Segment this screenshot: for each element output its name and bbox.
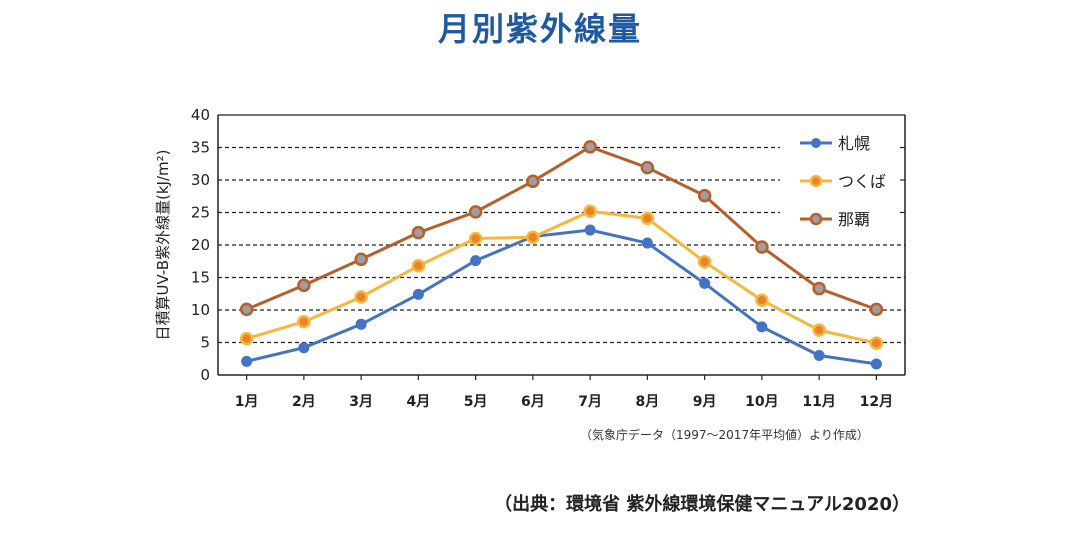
data-point: [468, 231, 483, 246]
series-group: [239, 140, 884, 370]
series-line-札幌: [246, 228, 877, 366]
x-tick-label: 9月: [693, 394, 717, 410]
y-axis-label: 日積算UV-B紫外線量(kJ/m²): [154, 149, 172, 340]
series-line-つくば: [246, 209, 877, 345]
data-point: [583, 204, 597, 218]
data-point: [297, 278, 311, 293]
page-title: 月別紫外線量: [437, 10, 642, 48]
x-tick-label: 2月: [292, 394, 316, 410]
data-point: [239, 331, 254, 346]
data-point: [699, 277, 711, 289]
x-tick-label: 10月: [745, 394, 778, 410]
legend-label: 札幌: [838, 134, 870, 153]
y-tick-label: 30: [191, 171, 210, 189]
data-point: [584, 224, 596, 236]
data-point: [697, 255, 712, 269]
legend-label: つくば: [838, 172, 886, 191]
y-tick-label: 40: [191, 106, 210, 124]
data-point: [355, 318, 367, 330]
y-tick-label: 25: [191, 204, 210, 222]
gridlines: [218, 114, 905, 344]
data-point: [239, 302, 254, 317]
legend-marker: [811, 138, 821, 148]
data-point: [697, 188, 712, 203]
data-point: [526, 174, 540, 189]
data-point: [354, 252, 368, 267]
data-point: [869, 336, 884, 350]
legend-marker: [809, 174, 823, 188]
data-point: [812, 281, 826, 296]
x-tick-label: 11月: [802, 394, 835, 410]
data-point: [640, 160, 655, 175]
data-point: [869, 302, 884, 317]
x-tick-label: 7月: [578, 394, 602, 410]
x-tick-label: 5月: [464, 394, 488, 410]
data-point: [468, 205, 483, 219]
data-point: [756, 321, 768, 333]
y-tick-label: 35: [191, 139, 210, 157]
y-tick-label: 20: [191, 236, 210, 254]
data-point: [755, 293, 769, 307]
source-citation: （出典：環境省 紫外線環境保健マニュアル2020）: [494, 494, 910, 515]
data-point: [526, 230, 540, 244]
data-point: [241, 355, 253, 367]
y-tick-label: 15: [191, 269, 210, 287]
axes: 0 5 10 15 20 25 30 35 40 1月 2月 3月 4月 5月 6月 7月 8月 9月 10月 11月…: [191, 106, 906, 410]
y-tick-label: 0: [200, 366, 210, 384]
data-note: （気象庁データ（1997～2017年平均値）より作成）: [580, 428, 869, 442]
x-tick-label: 3月: [349, 394, 373, 410]
x-tick-label: 12月: [860, 394, 893, 410]
data-point: [640, 211, 655, 226]
data-point: [583, 140, 597, 154]
y-tick-label: 10: [191, 301, 210, 319]
data-point: [470, 255, 482, 267]
data-point: [411, 225, 426, 240]
data-point: [412, 288, 424, 300]
legend-label: 那覇: [838, 210, 870, 229]
data-point: [298, 342, 310, 354]
data-point: [813, 350, 825, 361]
data-point: [411, 259, 426, 273]
legend-marker: [809, 212, 823, 226]
data-point: [297, 314, 311, 329]
data-point: [870, 358, 882, 370]
x-tick-label: 8月: [636, 394, 660, 410]
data-point: [354, 290, 368, 304]
y-tick-label: 5: [200, 334, 210, 352]
x-tick-label: 6月: [521, 394, 545, 410]
x-tick-label: 1月: [235, 394, 259, 410]
series-line-那覇: [246, 145, 877, 311]
data-point: [812, 323, 826, 337]
data-point: [755, 240, 769, 254]
x-tick-label: 4月: [407, 394, 431, 410]
data-point: [641, 237, 653, 249]
